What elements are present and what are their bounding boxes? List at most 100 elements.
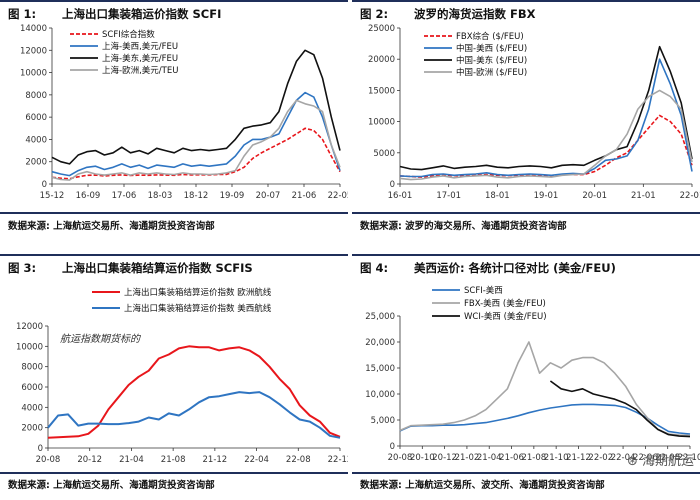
source-note: 数据来源: 上海航运交易所、海通期货投资咨询部 (8, 221, 215, 232)
x-tick-label: 22-04 (244, 455, 269, 465)
panel-bottom-rule (352, 472, 700, 474)
x-tick-label: 17-01 (436, 191, 461, 201)
x-tick-label: 18-12 (184, 191, 209, 201)
series-line-0 (47, 345, 341, 439)
x-tick-label: 22-01 (680, 191, 700, 201)
series-line-3 (51, 99, 341, 181)
watermark-text: 海期航运 (641, 454, 694, 469)
y-tick-label: 10,000 (365, 390, 395, 400)
y-tick-label: 20000 (368, 55, 395, 65)
figure-title-text: 波罗的海货运指数 FBX (414, 7, 536, 21)
y-tick-label: 15,000 (365, 364, 395, 374)
figure-title-text: 上海出口集装箱运价指数 SCFI (62, 7, 222, 21)
x-tick-label: 20-12 (77, 455, 102, 465)
x-tick-label: 22-12 (328, 455, 348, 465)
panel-fbx: 图 2: 波罗的海货运指数 FBX 0 5000 10000 15000 20000 25… (352, 0, 700, 246)
series-line-0 (51, 127, 341, 180)
y-tick-label: 0 (390, 442, 395, 452)
legend-label: WCI-美西 (美金/FEU) (464, 311, 547, 322)
y-tick-label: 0 (42, 180, 47, 190)
y-tick-label: 12000 (16, 322, 43, 332)
series-line-1 (51, 91, 341, 177)
series-line-2 (51, 49, 341, 165)
y-tick-label: 4000 (25, 135, 47, 145)
x-tick-label: 19-01 (534, 191, 559, 201)
panel-bottom-rule (352, 212, 700, 214)
x-tick-label: 20-12 (432, 453, 457, 463)
y-tick-label: 2000 (21, 424, 43, 434)
series-line-3 (399, 89, 693, 181)
figure-number: 图 2: (360, 7, 389, 21)
figure-title-text: 美西运价: 各统计口径对比 (美金/FEU) (414, 261, 616, 275)
series-line-2 (549, 380, 691, 438)
y-tick-label: 15000 (368, 86, 395, 96)
y-tick-label: 14000 (20, 24, 47, 34)
y-tick-label: 6000 (21, 383, 43, 393)
x-tick-label: 21-02 (455, 453, 480, 463)
y-tick-label: 10000 (16, 342, 43, 352)
figure-number: 图 4: (360, 261, 389, 275)
y-tick-label: 0 (390, 180, 395, 190)
panel-bottom-rule (0, 472, 348, 474)
panel-top-rule (352, 254, 700, 256)
legend-label: FBX-美西 (美金/FEU) (464, 298, 546, 309)
fbx-chart: 0 5000 10000 15000 20000 25000 16-01 17-01 18-01… (368, 24, 700, 201)
y-tick-label: 10000 (20, 69, 47, 79)
x-tick-label: 20-07 (256, 191, 281, 201)
y-tick-label: 10000 (368, 118, 395, 128)
series-line-1 (399, 58, 693, 178)
legend-label: 中国-欧洲 ($/FEU) (456, 67, 527, 78)
legend-label: 上海-欧洲,美元/TEU (102, 65, 178, 76)
y-tick-label: 25,000 (365, 312, 395, 322)
x-tick-label: 22-08 (655, 453, 680, 463)
x-tick-label: 22-08 (286, 455, 311, 465)
x-tick-label: 18-03 (148, 191, 173, 201)
x-tick-label: 22-05 (328, 191, 348, 201)
panel-top-rule (352, 0, 700, 2)
x-tick-label: 20-01 (582, 191, 607, 201)
figure-title-text: 上海出口集装箱结算运价指数 SCFIS (62, 261, 253, 275)
y-tick-label: 20,000 (365, 338, 395, 348)
source-note: 数据来源: 上海航运交易所、海通期货投资咨询部 (8, 480, 215, 491)
x-tick-label: 21-04 (477, 453, 502, 463)
legend-label: 中国-美东 ($/FEU) (456, 55, 527, 66)
x-tick-label: 19-09 (220, 191, 245, 201)
x-tick-label: 21-06 (292, 191, 317, 201)
y-tick-label: 4000 (21, 403, 43, 413)
x-tick-label: 15-12 (40, 191, 65, 201)
x-tick-label: 16-01 (388, 191, 413, 201)
x-tick-label: 20-10 (410, 453, 435, 463)
legend-label: SCFI综合指数 (102, 29, 155, 40)
panel-top-rule (0, 0, 348, 2)
y-tick-label: 5000 (373, 149, 395, 159)
x-tick-label: 21-06 (499, 453, 524, 463)
panel-top-rule (0, 254, 348, 256)
y-tick-label: 6000 (25, 113, 47, 123)
x-tick-label: 22-10 (678, 453, 700, 463)
panel-bottom-rule (0, 212, 348, 214)
watermark-icon: ⊛ (626, 454, 638, 469)
x-tick-label: 21-12 (203, 455, 228, 465)
y-tick-label: 5,000 (371, 416, 395, 426)
x-tick-label: 21-08 (521, 453, 546, 463)
y-tick-label: 12000 (20, 46, 47, 56)
series-line-1 (399, 341, 691, 437)
us-west-comparison-chart: 0 5,000 10,000 15,000 20,000 25,000 20-0820-10… (365, 285, 700, 463)
y-tick-label: 25000 (368, 24, 395, 34)
x-tick-label: 16-09 (76, 191, 101, 201)
series-line-1 (47, 391, 341, 439)
x-tick-label: 20-08 (36, 455, 61, 465)
panel-scfi: 图 1: 上海出口集装箱运价指数 SCFI 0 2000 4000 6000 8000 1… (0, 0, 348, 246)
watermark: ⊛ 海期航运 (627, 450, 694, 469)
y-tick-label: 8000 (25, 91, 47, 101)
series-line-2 (399, 45, 693, 171)
source-note: 数据来源: 上海航运交易所、波交所、海通期货投资咨询部 (360, 480, 605, 491)
x-tick-label: 21-08 (161, 455, 186, 465)
legend-label: 上海-美东,美元/FEU (102, 53, 178, 64)
legend-label: SCFI-美西 (464, 285, 503, 296)
x-tick-label: 20-08 (388, 453, 413, 463)
source-note: 数据来源: 波罗的海交易所、海通期货投资咨询部 (360, 221, 567, 232)
panel-scfis: 图 3: 上海出口集装箱结算运价指数 SCFIS 0 2000 4000 6000 80… (0, 254, 348, 500)
legend-label: 上海-美西,美元/FEU (102, 41, 178, 52)
x-tick-label: 21-01 (631, 191, 656, 201)
